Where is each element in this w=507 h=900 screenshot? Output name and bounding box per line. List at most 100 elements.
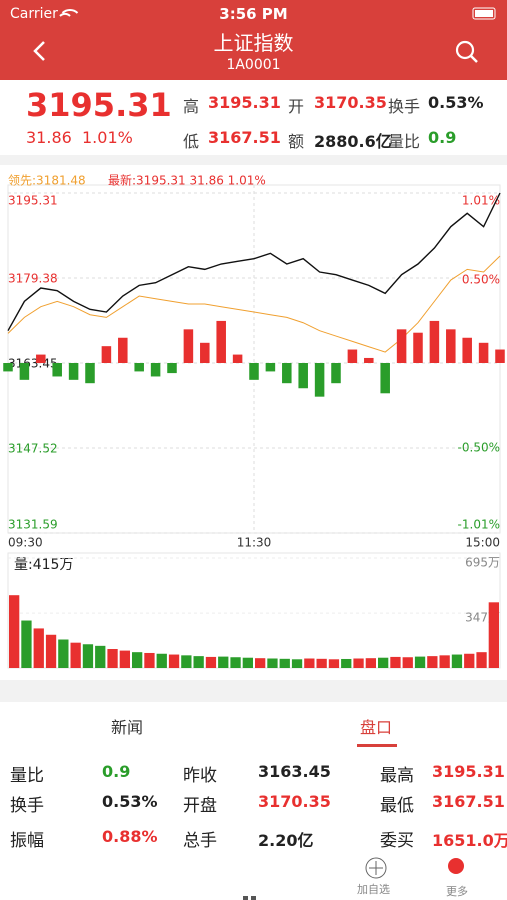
breadth-bar (462, 337, 472, 363)
breadth-bar (3, 363, 13, 372)
legend-lead: 领先:3181.48 (8, 174, 86, 188)
intraday-chart: 领先:3181.48 最新:3195.31 31.86 1.01% 3195.31 3… (3, 173, 505, 669)
volume-bar (218, 656, 229, 668)
breadth-bar (167, 363, 177, 374)
volume-bar (144, 652, 155, 668)
y-tick-label: 3195.31 (8, 194, 58, 208)
breadth-bar (380, 363, 390, 394)
stat-value: 0.9 (428, 128, 457, 147)
breadth-bar (150, 363, 161, 377)
volume-bar (230, 657, 241, 668)
volume-bar (107, 649, 118, 668)
volume-bar (255, 658, 266, 668)
breadth-bar (134, 363, 144, 372)
code: 1A0001 (226, 57, 281, 73)
legend-latest: 最新:3195.31 31.86 1.01% (108, 173, 266, 188)
y-tick-label: 3179.38 (8, 272, 58, 286)
breadth-bar (446, 329, 456, 363)
cell-value: 3163.45 (258, 762, 331, 781)
cell-label: 开盘 (183, 796, 217, 816)
volume-bar (267, 658, 278, 668)
volume-bar (156, 653, 167, 668)
volume-bar (9, 595, 20, 668)
tab[interactable]: 盘口 (360, 718, 393, 737)
stat-value: 3167.51 (208, 128, 281, 147)
cell-label: 委买 (380, 831, 414, 851)
volume-bar (291, 659, 303, 668)
breadth-bar (265, 363, 276, 372)
nav-bar (0, 0, 507, 80)
price-line (7, 255, 501, 353)
tab[interactable]: 新闻 (111, 718, 144, 737)
volume-bar (82, 644, 94, 668)
volume-bar (476, 652, 487, 668)
breadth-bar (331, 363, 341, 384)
stat-label: 量比 (388, 132, 421, 151)
volume-bar (279, 658, 290, 668)
stat-label: 换手 (388, 97, 421, 116)
volume-bar (119, 650, 130, 668)
stat-value: 0.53% (428, 93, 484, 112)
volume-bar (464, 653, 475, 668)
y-tick-label: 3131.59 (8, 518, 58, 532)
breadth-bar (478, 342, 489, 363)
breadth-bar (200, 342, 210, 363)
search-button[interactable] (455, 40, 478, 63)
stat-label: 高 (183, 97, 200, 116)
cell-label: 振幅 (10, 831, 44, 851)
cell-value: 3167.51 (432, 792, 505, 811)
volume-bar (45, 634, 57, 668)
breadth-bar (298, 363, 308, 389)
volume-bar (439, 655, 450, 668)
volume-bar (33, 628, 44, 668)
cell-value: 2.20亿 (258, 831, 314, 850)
cell-label: 昨收 (183, 766, 217, 786)
x-tick-label: 09:30 (8, 536, 43, 550)
breadth-bar (314, 363, 325, 397)
volume-bar (427, 656, 438, 668)
volume-bar (181, 655, 192, 668)
breadth-bar (282, 363, 292, 384)
y-tick-label: 695万 (465, 556, 500, 570)
stat-label: 开 (288, 97, 305, 116)
volume-bar (365, 658, 376, 668)
y2-tick-label: -1.01% (458, 518, 500, 532)
breadth-bar (232, 354, 243, 363)
price-line (7, 192, 501, 332)
title: 上证指数 (213, 31, 294, 55)
cell-value: 0.53% (102, 792, 158, 811)
cell-value: 3170.35 (258, 792, 331, 811)
tab-indicator (357, 744, 397, 747)
breadth-bar (413, 332, 423, 363)
clock: 3:56 PM (219, 5, 288, 23)
volume-bar (242, 657, 253, 668)
x-tick-label: 11:30 (237, 536, 272, 550)
cell-value: 0.9 (102, 762, 131, 781)
price: 3195.31 (26, 86, 172, 124)
volume-bar (341, 658, 352, 668)
toolbar-button[interactable]: 更多 (446, 885, 468, 898)
volume-bar (168, 654, 180, 668)
y2-tick-label: 1.01% (462, 194, 500, 208)
volume-bar (488, 602, 499, 668)
back-button[interactable] (33, 41, 45, 61)
y2-tick-label: 0.50% (462, 272, 500, 286)
cell-label: 最高 (380, 766, 414, 786)
y-tick-label: 3163.45 (8, 357, 58, 371)
volume-title: 量:415万 (14, 557, 73, 573)
y-tick-label: 3147.52 (8, 442, 58, 456)
volume-bar (21, 620, 32, 668)
toolbar-button[interactable]: 加自选 (357, 883, 390, 896)
breadth-bar (19, 363, 30, 380)
volume-bar (132, 652, 143, 668)
volume-bar (95, 645, 106, 668)
divider (0, 155, 507, 165)
stat-label: 低 (183, 132, 200, 151)
stat-value: 3195.31 (208, 93, 281, 112)
volume-bar (58, 639, 69, 668)
volume-frame (7, 552, 501, 669)
volume-bar (70, 642, 81, 668)
cell-label: 最低 (380, 796, 414, 816)
breadth-bar (216, 320, 226, 363)
